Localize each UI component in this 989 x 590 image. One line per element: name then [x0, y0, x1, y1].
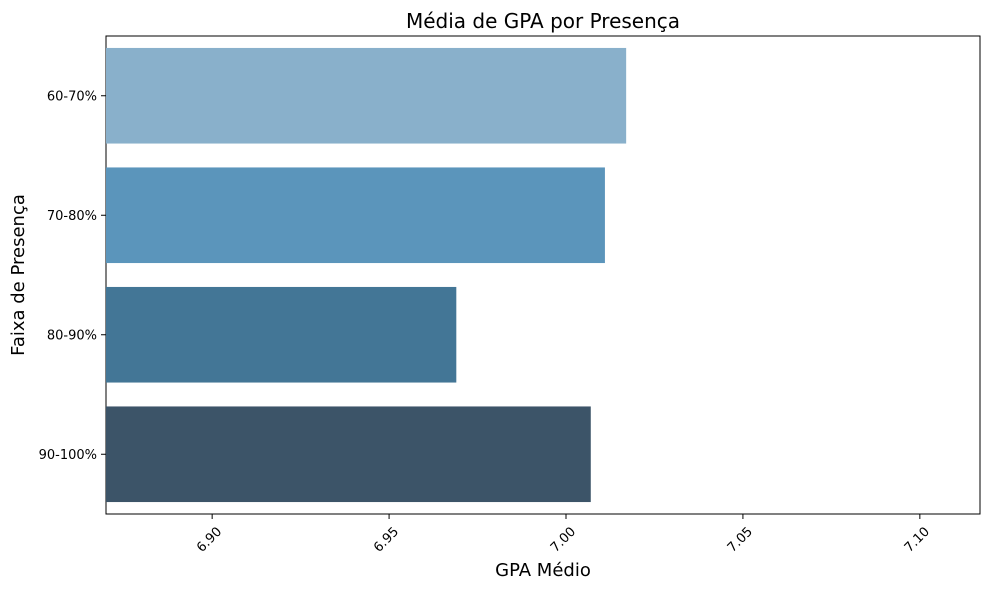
y-tick-label: 60-70%	[47, 89, 97, 104]
x-tick-label: 7.10	[902, 524, 933, 555]
y-tick-label: 70-80%	[47, 209, 97, 224]
y-axis-ticks: 60-70% 70-80% 80-90% 90-100%	[39, 89, 106, 463]
bar-70-80%	[106, 167, 605, 264]
x-tick-label: 6.95	[371, 524, 402, 555]
y-tick-label: 90-100%	[39, 448, 97, 463]
bar-80-90%	[106, 286, 457, 383]
x-axis-label: GPA Médio	[495, 560, 591, 581]
plot-area	[105, 35, 981, 515]
bar-60-70%	[106, 47, 627, 144]
x-tick-label: 6.90	[194, 524, 225, 555]
x-axis-ticks: 6.90 6.95 7.00 7.05 7.10	[194, 514, 933, 556]
x-tick-label: 7.00	[548, 524, 579, 555]
chart-title: Média de GPA por Presença	[406, 9, 680, 33]
plot-frame	[105, 35, 981, 515]
y-axis-label: Faixa de Presença	[8, 194, 29, 356]
y-tick-label: 80-90%	[47, 328, 97, 343]
x-tick-label: 7.05	[725, 524, 756, 555]
bars	[106, 47, 627, 503]
bar-90-100%	[106, 406, 591, 503]
